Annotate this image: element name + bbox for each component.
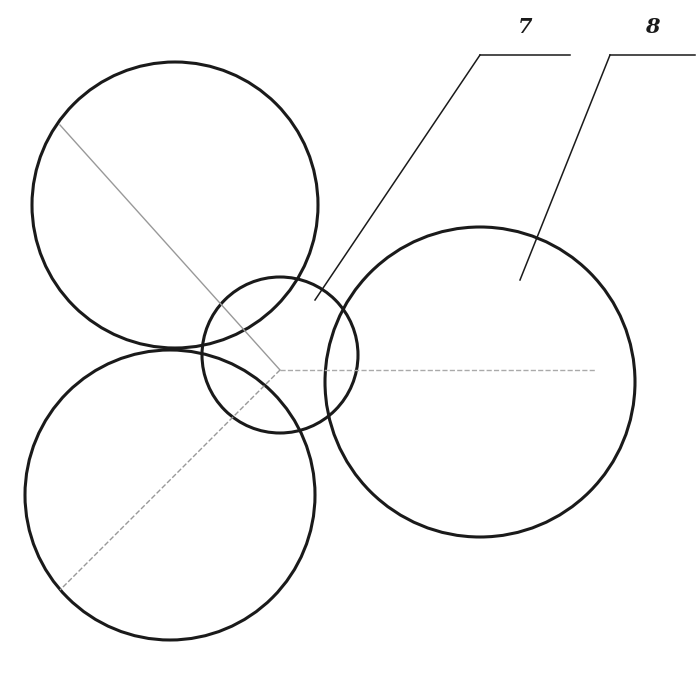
Text: 8: 8 xyxy=(645,17,660,37)
Text: 7: 7 xyxy=(518,17,532,37)
